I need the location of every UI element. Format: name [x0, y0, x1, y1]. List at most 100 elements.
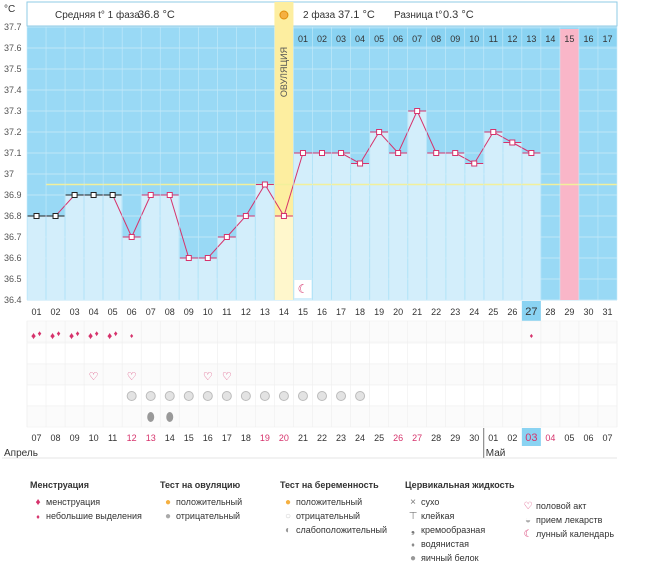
legend-other: ♡ половой акт ◒ прием лекарств ☾ лунный кал… [520, 499, 615, 541]
temperature-point [395, 150, 402, 156]
calendar-date-label: 29 [450, 433, 460, 443]
phase2-day-label: 13 [526, 34, 536, 44]
phase2-day-label: 03 [336, 34, 346, 44]
tee-icon: ⊤ [408, 511, 418, 522]
cycle-day-label: 17 [336, 307, 346, 317]
temperature-bar [522, 153, 541, 300]
menstruation-icon: ♦ [114, 329, 118, 338]
temperature-bar [179, 258, 198, 300]
temperature-point [128, 234, 135, 240]
legend-item-ov-positive: ● положительный [160, 495, 242, 509]
legend-item-spotting: ♦ небольшие выделения [30, 509, 142, 523]
calendar-date-label: 05 [564, 433, 574, 443]
phase2-day-label: 06 [393, 34, 403, 44]
calendar-date-label: 02 [507, 433, 517, 443]
temperature-bar [312, 153, 332, 300]
calendar-date-label: 07 [32, 433, 42, 443]
calendar-date-label: 25 [374, 433, 384, 443]
calendar-date-label: 22 [317, 433, 327, 443]
temperature-point [338, 150, 345, 156]
cycle-day-label: 18 [355, 307, 365, 317]
temperature-point [166, 192, 173, 198]
calendar-date-label: 21 [298, 433, 308, 443]
x-icon: × [410, 497, 416, 508]
pill-icon: ◒ [524, 515, 532, 526]
phase2-day-label: 04 [355, 34, 365, 44]
temperature-point [90, 192, 97, 198]
menstruation-icon: ♦ [31, 331, 36, 342]
temperature-bar [351, 163, 370, 300]
phase2-day-label: 15 [564, 34, 574, 44]
calendar-date-label: 27 [412, 433, 422, 443]
y-tick-label: 37.1 [4, 148, 22, 158]
pill-icon [221, 391, 232, 401]
temperature-bar [65, 195, 84, 300]
calendar-date-label: 28 [431, 433, 441, 443]
legend-item-intercourse: ♡ половой акт [520, 499, 614, 513]
phase2-day-label: 16 [583, 34, 593, 44]
pill-icon [145, 391, 156, 401]
phase2-day-label: 17 [602, 34, 612, 44]
diff-value: 0.3 °C [443, 9, 474, 21]
cycle-day-label: 03 [70, 307, 80, 317]
calendar-date-label: 12 [127, 433, 137, 443]
cycle-day-label: 26 [507, 307, 517, 317]
y-tick-label: 37.7 [4, 22, 22, 32]
phase2-label: 2 фаза [303, 9, 336, 21]
temperature-bar [274, 216, 293, 300]
phase1-value: 36.8 °C [138, 9, 175, 21]
cycle-day-label: 09 [184, 307, 194, 317]
temperature-point [471, 160, 478, 167]
cycle-day-label: 23 [450, 307, 460, 317]
calendar-date-label: 26 [393, 433, 403, 443]
legend-title-menstruation: Менструация [30, 480, 89, 490]
ovulation-test-icon [279, 10, 289, 20]
drop-icon: ♦ [36, 514, 40, 521]
cycle-day-label: 30 [583, 307, 593, 317]
y-tick-label: 37.3 [4, 106, 22, 116]
phase2-day-label: 01 [298, 34, 308, 44]
calendar-date-label: 14 [165, 433, 175, 443]
phase2-day-label: 02 [317, 34, 327, 44]
diff-label: Разница t° [394, 10, 442, 21]
temperature-bar [293, 153, 312, 300]
y-tick-label: 37.4 [4, 85, 22, 95]
pill-icon [164, 391, 175, 401]
cycle-day-label: 20 [393, 307, 403, 317]
phase2-day-label: 12 [507, 34, 517, 44]
pill-icon [336, 391, 347, 401]
temperature-point [376, 129, 383, 135]
calendar-date-label: 17 [222, 433, 232, 443]
calendar-date-label: 10 [89, 433, 99, 443]
pill-icon [278, 391, 289, 401]
calendar-date-label: 11 [108, 433, 117, 443]
menstruation-icon: ♦ [50, 331, 55, 342]
phase2-day-label: 10 [469, 34, 479, 44]
temperature-point [147, 192, 154, 198]
temperature-point [433, 150, 440, 156]
legend-title-pregnancy-test: Тест на беременность [280, 480, 379, 490]
heart-icon: ♡ [203, 371, 213, 383]
menstruation-icon: ♦ [76, 329, 80, 338]
calendar-date-label: 04 [545, 433, 555, 443]
temperature-point [33, 213, 40, 219]
today-date-highlight [521, 428, 541, 446]
ovulation-label: ОВУЛЯЦИЯ [279, 47, 289, 97]
legend-title-ovulation-test: Тест на овуляцию [160, 480, 241, 490]
spotting-icon: ♦ [530, 333, 534, 340]
temperature-point [223, 234, 230, 240]
cycle-day-label: 04 [89, 307, 99, 317]
symptom-row [26, 342, 618, 365]
y-tick-label: 36.9 [4, 190, 22, 200]
menstruation-icon: ♦ [37, 329, 41, 338]
cycle-day-label: 25 [488, 307, 498, 317]
temperature-bar [160, 195, 179, 300]
cycle-day-label: 05 [108, 307, 118, 317]
phase2-header-band [293, 29, 617, 46]
phase2-day-label: 05 [374, 34, 384, 44]
cycle-day-label: 02 [51, 307, 61, 317]
temperature-point [414, 108, 421, 114]
moon-icon: ☾ [298, 282, 309, 296]
calendar-date-label: 30 [469, 433, 479, 443]
legend-ovulation-test: Тест на овуляцию ● положительный ● отрицат… [160, 480, 242, 523]
